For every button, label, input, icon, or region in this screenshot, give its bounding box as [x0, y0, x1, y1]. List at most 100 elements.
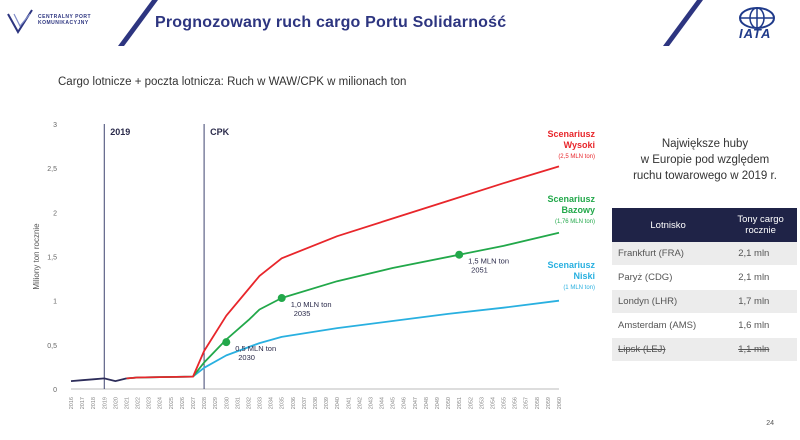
milestone-point: [277, 294, 286, 303]
x-tick-label: 2035: [280, 397, 286, 409]
header-slash-left: [118, 0, 158, 46]
tons-cell: 2,1 mln: [724, 242, 797, 266]
x-tick-label: 2023: [147, 397, 153, 409]
x-tick-label: 2051: [457, 397, 463, 409]
series-label-line2: Bazowy: [561, 205, 595, 215]
x-tick-label: 2038: [313, 397, 319, 409]
airport-cell: Lipsk (LEJ): [612, 337, 725, 362]
cpk-logo-text: CENTRALNY PORT KOMUNIKACYJNY: [38, 14, 91, 26]
cpk-logo-icon: [7, 9, 33, 34]
page-number: 24: [766, 420, 774, 427]
milestone-label-value: 0,5 MLN ton: [235, 344, 276, 353]
series-sublabel: (1 MLN ton): [563, 285, 595, 291]
milestone-label-year: 2035: [294, 309, 311, 318]
x-tick-label: 2029: [213, 397, 219, 409]
hubs-table-header: Lotnisko Tony cargo rocznie: [612, 208, 797, 242]
table-row: Londyn (LHR) 1,7 mln: [612, 289, 797, 314]
y-tick-label: 1,5: [47, 255, 57, 262]
x-tick-label: 2042: [357, 397, 363, 409]
x-tick-label: 2059: [546, 397, 552, 409]
y-tick-label: 0,5: [47, 343, 57, 350]
milestone-label-value: 1,5 MLN ton: [468, 257, 509, 266]
tons-cell: 1,6 mln: [724, 313, 797, 338]
tons-cell: 1,7 mln: [724, 289, 797, 314]
x-tick-label: 2018: [91, 397, 97, 409]
milestone-point: [455, 250, 464, 259]
x-tick-label: 2030: [224, 397, 230, 409]
series-label-line1: Scenariusz: [547, 129, 595, 139]
x-tick-label: 2048: [424, 397, 430, 409]
side-title-line1: Największe huby: [661, 138, 749, 150]
x-tick-label: 2016: [69, 397, 75, 409]
reference-line-label: CPK: [210, 127, 230, 137]
x-tick-label: 2026: [180, 397, 186, 409]
x-tick-label: 2053: [479, 397, 485, 409]
y-tick-label: 2,5: [47, 166, 57, 173]
x-tick-label: 2021: [124, 397, 130, 409]
x-tick-label: 2024: [158, 397, 164, 409]
x-tick-label: 2036: [291, 397, 297, 409]
table-row: Frankfurt (FRA) 2,1 mln: [612, 242, 797, 266]
airport-cell: Londyn (LHR): [612, 289, 725, 314]
table-row: Paryż (CDG) 2,1 mln: [612, 265, 797, 290]
x-tick-label: 2052: [468, 397, 474, 409]
x-tick-label: 2060: [557, 397, 563, 409]
x-tick-label: 2041: [346, 397, 352, 409]
col-header-tons: Tony cargo rocznie: [724, 208, 797, 242]
x-tick-label: 2043: [368, 397, 374, 409]
x-tick-label: 2050: [446, 397, 452, 409]
x-tick-label: 2054: [490, 397, 496, 409]
airport-cell: Paryż (CDG): [612, 265, 725, 290]
tons-cell: 1,1 mln: [724, 337, 797, 362]
x-tick-label: 2019: [102, 397, 108, 409]
series-low-line: [126, 299, 560, 380]
x-tick-label: 2047: [413, 397, 419, 409]
historical-line: [70, 377, 127, 383]
y-axis-label: Miliony ton rocznie: [32, 223, 41, 290]
series-label-line1: Scenariusz: [547, 260, 595, 270]
series-label-line2: Niski: [573, 271, 595, 281]
y-tick-label: 0: [53, 387, 57, 394]
x-tick-label: 2040: [335, 397, 341, 409]
x-tick-label: 2020: [113, 397, 119, 409]
x-tick-label: 2017: [80, 397, 86, 409]
x-tick-label: 2056: [513, 397, 519, 409]
x-tick-label: 2033: [258, 397, 264, 409]
iata-globe-icon: [739, 7, 775, 29]
chart-title: Cargo lotnicze + poczta lotnicza: Ruch w…: [58, 76, 407, 88]
cargo-chart: 0 0,5 1 1,5 2 2,5 3 2016 2017 2018 2019 2020 2021 202…: [32, 122, 595, 409]
x-tick-label: 2027: [191, 397, 197, 409]
y-tick-label: 3: [53, 122, 57, 129]
cpk-logo-line2: KOMUNIKACYJNY: [38, 20, 89, 26]
iata-logo-text: IATA: [739, 26, 772, 41]
x-tick-label: 2034: [269, 397, 275, 409]
col-header-tons-line2: rocznie: [745, 225, 776, 236]
hubs-table: Lotnisko Tony cargo rocznie Frankfurt (F…: [612, 208, 797, 362]
x-tick-label: 2049: [435, 397, 441, 409]
milestone-label-value: 1,0 MLN ton: [291, 300, 332, 309]
milestone-label-year: 2030: [238, 353, 255, 362]
series-high-line: [126, 165, 560, 380]
reference-line-label: 2019: [110, 127, 130, 137]
cpk-logo-line1: CENTRALNY PORT: [38, 14, 92, 20]
side-title-line2: w Europie pod względem: [640, 154, 770, 166]
airport-cell: Amsterdam (AMS): [612, 313, 725, 338]
page-title: Prognozowany ruch cargo Portu Solidarnoś…: [155, 14, 507, 31]
col-header-tons-line1: Tony cargo: [737, 214, 784, 225]
milestone-point: [222, 338, 231, 347]
series-sublabel: (2,5 MLN ton): [558, 154, 595, 160]
x-tick-label: 2025: [169, 397, 175, 409]
tons-cell: 2,1 mln: [724, 265, 797, 290]
y-tick-label: 2: [53, 210, 57, 217]
series-label-line2: Wysoki: [564, 140, 595, 150]
airport-cell: Frankfurt (FRA): [612, 242, 725, 266]
milestone-label-year: 2051: [471, 266, 488, 275]
y-tick-label: 1: [53, 299, 57, 306]
series-sublabel: (1,76 MLN ton): [555, 219, 595, 225]
x-tick-label: 2046: [402, 397, 408, 409]
x-tick-label: 2057: [524, 397, 530, 409]
x-tick-label: 2044: [380, 397, 386, 409]
table-row: Lipsk (LEJ) 1,1 mln: [612, 337, 797, 362]
side-panel-title: Największe huby w Europie pod względem r…: [615, 136, 795, 184]
series-base-line: [126, 231, 560, 380]
